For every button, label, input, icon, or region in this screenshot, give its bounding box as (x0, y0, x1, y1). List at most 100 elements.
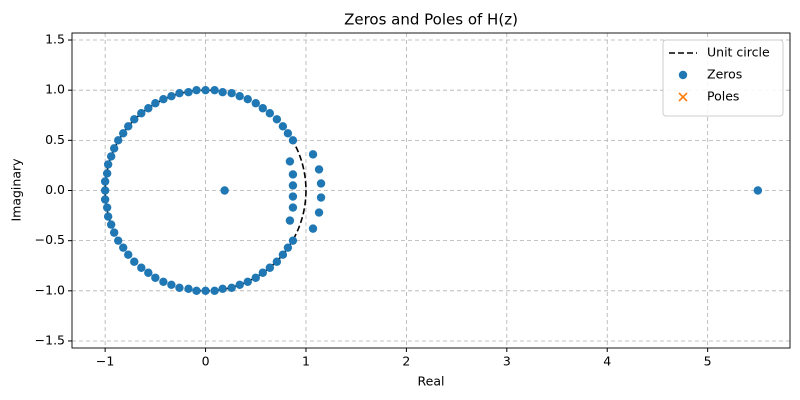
chart-title: Zeros and Poles of H(z) (344, 11, 518, 29)
y-tick-label: 0.0 (45, 182, 65, 197)
zero-marker (151, 273, 160, 282)
legend-label: Zeros (707, 67, 742, 82)
zero-marker (258, 268, 267, 277)
y-tick-label: −1.0 (35, 282, 65, 297)
zero-marker (227, 283, 236, 293)
x-tick-label: −1 (96, 354, 114, 369)
zero-marker (167, 92, 176, 101)
zero-marker (113, 136, 123, 145)
zero-marker (100, 195, 110, 204)
zero-marker (184, 284, 193, 294)
zero-marker (100, 186, 110, 195)
zero-marker (288, 192, 298, 201)
zero-marker (192, 85, 201, 95)
pole-stroke (678, 92, 688, 102)
x-tick-label: 3 (503, 354, 511, 369)
x-tick-label: 5 (704, 354, 712, 369)
zero-marker (285, 216, 295, 225)
zero-marker (288, 181, 298, 190)
zero-marker (243, 277, 252, 286)
x-tick-label: 4 (603, 354, 611, 369)
zero-marker (314, 165, 324, 174)
zero-marker (251, 99, 260, 108)
y-axis-label: Imaginary (9, 158, 24, 222)
zero-marker (316, 179, 326, 188)
zero-marker (218, 87, 227, 97)
zero-marker (144, 268, 153, 277)
zero-marker (106, 152, 116, 161)
zero-marker (124, 250, 133, 259)
zero-marker (175, 283, 184, 293)
zero-marker (103, 212, 113, 221)
zero-marker (184, 87, 193, 97)
legend-label: Unit circle (707, 45, 770, 60)
x-axis-label: Real (418, 374, 445, 389)
zero-marker (220, 186, 229, 195)
y-tick-label: −1.5 (35, 332, 65, 347)
zero-marker (288, 203, 298, 212)
zero-marker (124, 122, 133, 131)
zero-marker (285, 157, 295, 166)
zero-marker (258, 104, 267, 113)
zero-marker (137, 109, 146, 118)
zero-marker (314, 208, 324, 217)
zero-marker (119, 243, 128, 252)
legend-box (662, 39, 784, 117)
zero-marker (265, 263, 275, 272)
zero-marker (119, 129, 128, 138)
zero-marker (151, 99, 160, 108)
legend-label: Poles (707, 89, 739, 104)
zero-marker (144, 104, 153, 113)
y-tick-label: 1.5 (45, 32, 65, 47)
zero-marker (103, 160, 113, 169)
zero-marker (753, 186, 763, 195)
zero-marker (251, 273, 260, 282)
zero-marker (278, 122, 288, 131)
zero-marker (167, 280, 176, 289)
zero-marker (109, 144, 119, 153)
zero-marker (227, 88, 236, 98)
zero-marker (113, 236, 123, 245)
zero-marker (109, 228, 119, 237)
zero-marker (235, 92, 244, 101)
zero-marker (316, 193, 326, 202)
plot-frame (71, 32, 791, 349)
zero-marker (278, 250, 288, 259)
zero-marker (137, 263, 146, 272)
zero-marker (308, 224, 318, 233)
zero-marker (265, 109, 275, 118)
zero-marker (218, 284, 227, 294)
zero-marker (210, 286, 219, 296)
zero-marker (235, 280, 244, 289)
zero-marker (283, 129, 293, 138)
zero-marker (159, 277, 168, 286)
zero-marker (201, 286, 210, 296)
zero-marker (130, 257, 139, 266)
y-tick-label: 1.0 (45, 82, 65, 97)
legend-swatch (678, 70, 688, 80)
zero-marker (288, 136, 298, 145)
zero-marker (201, 85, 210, 95)
zero-marker (106, 220, 116, 229)
zero-marker (102, 203, 112, 212)
x-tick-label: 0 (202, 354, 210, 369)
zero-marker (102, 169, 112, 178)
zero-marker (272, 115, 282, 124)
zero-marker (130, 115, 139, 124)
zero-marker (175, 88, 184, 98)
zero-marker (288, 170, 298, 179)
legend-swatch (678, 92, 688, 102)
legend: Unit circle Zeros Poles (662, 39, 784, 117)
zero-marker (243, 95, 252, 104)
zero-marker (159, 95, 168, 104)
zero-marker (272, 257, 282, 266)
zero-marker (308, 150, 318, 159)
zero-marker (100, 177, 110, 186)
x-tick-label: 1 (302, 354, 310, 369)
y-tick-label: −0.5 (35, 232, 65, 247)
x-tick-label: 2 (402, 354, 410, 369)
zero-marker (283, 243, 293, 252)
zero-marker (210, 85, 219, 95)
y-tick-label: 0.5 (45, 132, 65, 147)
